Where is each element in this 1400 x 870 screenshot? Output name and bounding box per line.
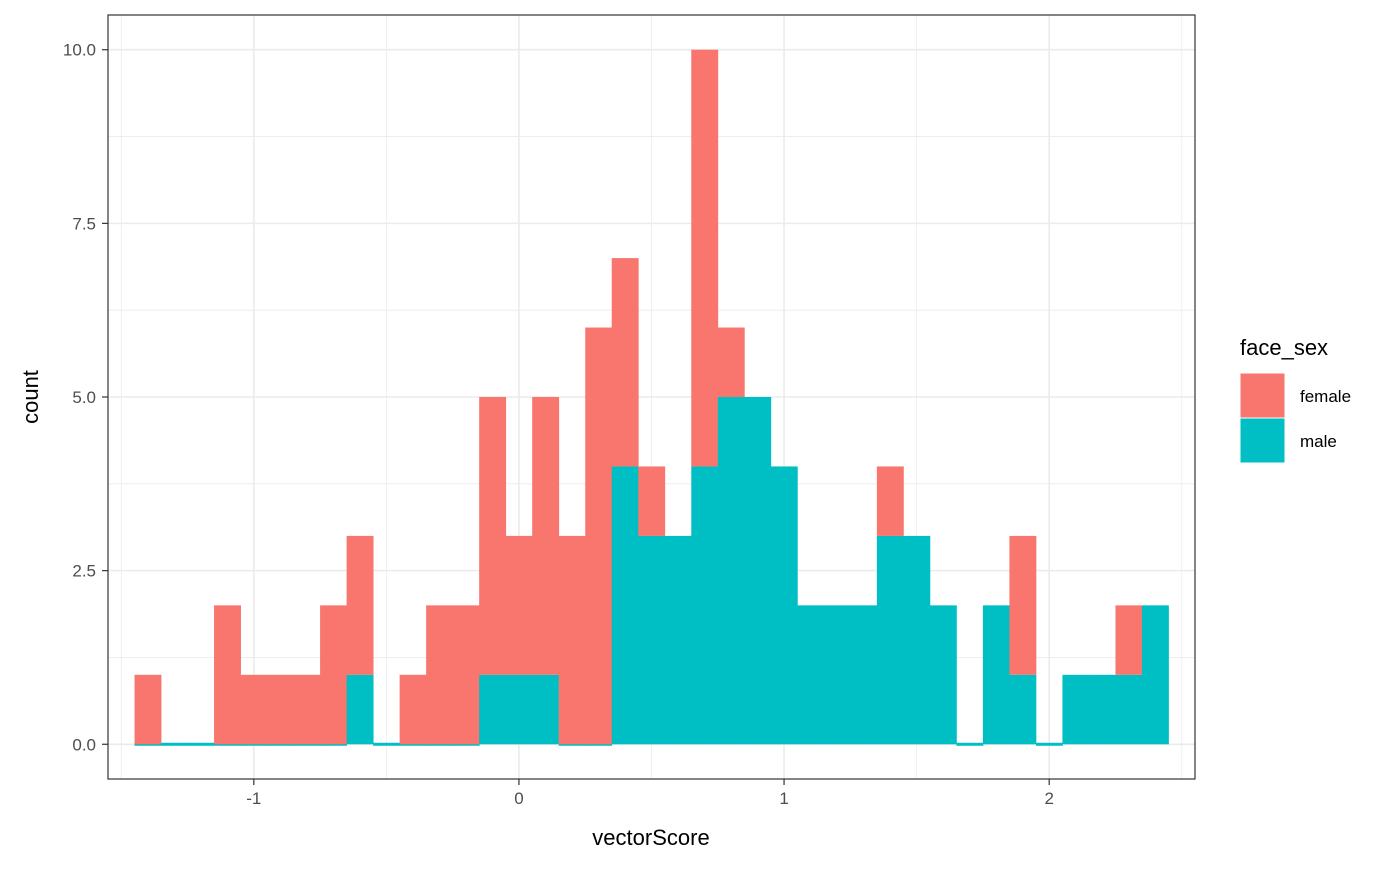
bar-male bbox=[956, 742, 984, 746]
legend-swatch-female bbox=[1239, 372, 1286, 419]
y-axis-ticks: 0.0 2.5 5.0 7.5 10.0 bbox=[63, 41, 108, 754]
bar-male bbox=[1035, 742, 1063, 746]
bar-male bbox=[161, 742, 188, 746]
legend-swatch-male bbox=[1239, 417, 1286, 464]
bar-female bbox=[717, 327, 745, 397]
bar-female bbox=[214, 605, 241, 745]
x-tick-label: 0 bbox=[514, 789, 523, 808]
bar-male bbox=[1088, 674, 1116, 745]
bar-female bbox=[611, 258, 639, 467]
bar-female bbox=[267, 674, 294, 745]
bar-male bbox=[823, 605, 851, 745]
bar-female bbox=[505, 535, 533, 675]
legend-items: female male bbox=[1239, 372, 1351, 464]
legend-label-male: male bbox=[1300, 432, 1337, 451]
y-tick-label: 0.0 bbox=[72, 735, 96, 754]
bar-male bbox=[187, 742, 215, 746]
y-tick-label: 5.0 bbox=[72, 388, 96, 407]
x-tick-label: 1 bbox=[779, 789, 788, 808]
bar-male bbox=[1115, 674, 1143, 745]
legend: face_sex female male bbox=[1239, 335, 1351, 464]
bar-male bbox=[1141, 605, 1169, 745]
legend-title: face_sex bbox=[1240, 335, 1328, 360]
bar-female bbox=[346, 535, 374, 675]
bar-male bbox=[744, 397, 772, 745]
x-axis-title: vectorScore bbox=[592, 825, 709, 850]
bar-female bbox=[240, 674, 268, 745]
bar-female bbox=[876, 466, 904, 536]
bar-male bbox=[373, 742, 401, 746]
bar-female bbox=[134, 674, 162, 745]
bar-male bbox=[797, 605, 825, 745]
bar-male bbox=[479, 674, 507, 745]
bar-male bbox=[664, 535, 692, 745]
bar-female bbox=[532, 397, 560, 675]
y-tick-label: 7.5 bbox=[72, 214, 96, 233]
bar-male bbox=[982, 605, 1010, 745]
bar-female bbox=[479, 397, 507, 675]
bar-female bbox=[691, 49, 719, 467]
y-axis-title: count bbox=[18, 370, 43, 424]
bar-female bbox=[1115, 605, 1143, 675]
bar-female bbox=[452, 605, 480, 745]
y-tick-label: 10.0 bbox=[63, 41, 96, 60]
bar-female bbox=[638, 466, 666, 536]
bar-female bbox=[585, 327, 613, 745]
bar-female bbox=[558, 535, 586, 745]
bar-male bbox=[505, 674, 533, 745]
bar-male bbox=[876, 535, 904, 745]
bar-male bbox=[770, 466, 798, 745]
bar-female bbox=[320, 605, 348, 745]
bar-male bbox=[903, 535, 931, 745]
bar-female bbox=[293, 674, 321, 745]
bar-male bbox=[1062, 674, 1090, 745]
x-tick-label: 2 bbox=[1044, 789, 1053, 808]
legend-label-female: female bbox=[1300, 387, 1351, 406]
y-tick-label: 2.5 bbox=[72, 562, 96, 581]
bar-male bbox=[691, 466, 719, 745]
bar-male bbox=[1009, 674, 1037, 745]
bar-male bbox=[717, 397, 745, 745]
bar-female bbox=[426, 605, 454, 745]
bar-male bbox=[611, 466, 639, 745]
bar-male bbox=[346, 674, 374, 745]
x-axis-ticks: -1 0 1 2 bbox=[246, 779, 1054, 808]
bar-female bbox=[1009, 535, 1037, 675]
histogram-bars bbox=[134, 49, 1169, 746]
bar-male bbox=[850, 605, 878, 745]
bar-female bbox=[399, 674, 427, 745]
bar-male bbox=[532, 674, 560, 745]
x-tick-label: -1 bbox=[246, 789, 261, 808]
bar-male bbox=[929, 605, 957, 745]
bar-male bbox=[638, 535, 666, 745]
